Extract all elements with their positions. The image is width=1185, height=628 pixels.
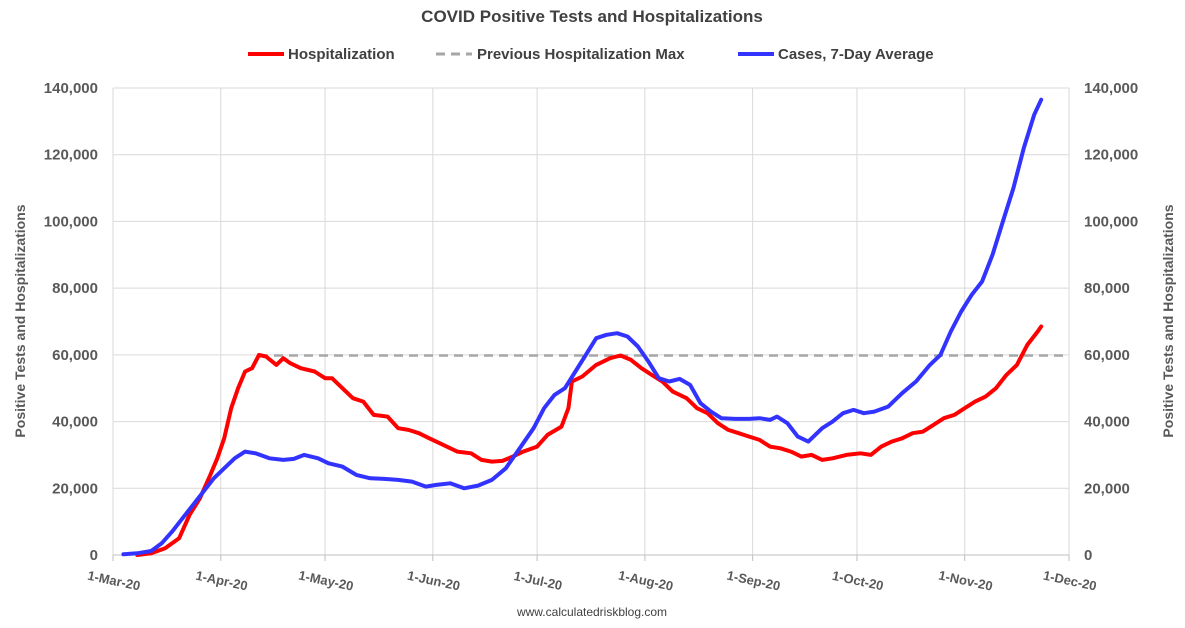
x-tick-label: 1-May-20 — [297, 567, 355, 593]
y-tick-label-right: 100,000 — [1084, 213, 1138, 230]
y-tick-label-right: 80,000 — [1084, 280, 1130, 297]
y-tick-label-left: 100,000 — [44, 213, 98, 230]
y-axis-title-right: Positive Tests and Hospitalizations — [1160, 204, 1176, 437]
y-tick-label-left: 40,000 — [52, 414, 98, 431]
y-tick-label-left: 60,000 — [52, 347, 98, 364]
x-tick-label: 1-Dec-20 — [1042, 568, 1098, 594]
legend: Hospitalization Previous Hospitalization… — [248, 46, 934, 63]
y-tick-label-left: 120,000 — [44, 147, 98, 164]
y-tick-label-right: 40,000 — [1084, 414, 1130, 431]
x-tick-label: 1-Nov-20 — [937, 568, 994, 594]
series-line-hospitalization — [135, 324, 1044, 557]
y-tick-label-right: 140,000 — [1084, 80, 1138, 97]
y-tick-label-right: 0 — [1084, 547, 1092, 564]
legend-label-previous-max: Previous Hospitalization Max — [477, 46, 685, 63]
series-line-cases-7-day-average — [121, 97, 1044, 557]
legend-label-hospitalization: Hospitalization — [288, 46, 395, 63]
x-tick-label: 1-Mar-20 — [86, 568, 141, 594]
y-tick-label-left: 140,000 — [44, 80, 98, 97]
y-tick-label-right: 20,000 — [1084, 480, 1130, 497]
axis-ticks: 0 0 20,000 20,000 40,000 40,000 60,000 60,000 80… — [44, 80, 1138, 594]
y-tick-label-left: 0 — [90, 547, 98, 564]
series-lines — [121, 97, 1066, 557]
source-credit: www.calculatedriskblog.com — [516, 605, 667, 619]
y-tick-label-left: 80,000 — [52, 280, 98, 297]
x-tick-label: 1-Aug-20 — [617, 567, 675, 593]
gridlines — [112, 87, 1070, 556]
y-tick-label-right: 120,000 — [1084, 147, 1138, 164]
y-tick-label-right: 60,000 — [1084, 347, 1130, 364]
x-tick-label: 1-Sep-20 — [726, 568, 782, 594]
x-tick-label: 1-Jul-20 — [512, 568, 563, 593]
y-tick-label-left: 20,000 — [52, 480, 98, 497]
legend-label-cases: Cases, 7-Day Average — [778, 46, 934, 63]
chart-title: COVID Positive Tests and Hospitalization… — [421, 7, 763, 26]
y-axis-title-left: Positive Tests and Hospitalizations — [12, 204, 28, 437]
x-tick-label: 1-Jun-20 — [406, 568, 461, 594]
x-tick-label: 1-Oct-20 — [831, 568, 885, 593]
x-tick-label: 1-Apr-20 — [194, 568, 249, 594]
